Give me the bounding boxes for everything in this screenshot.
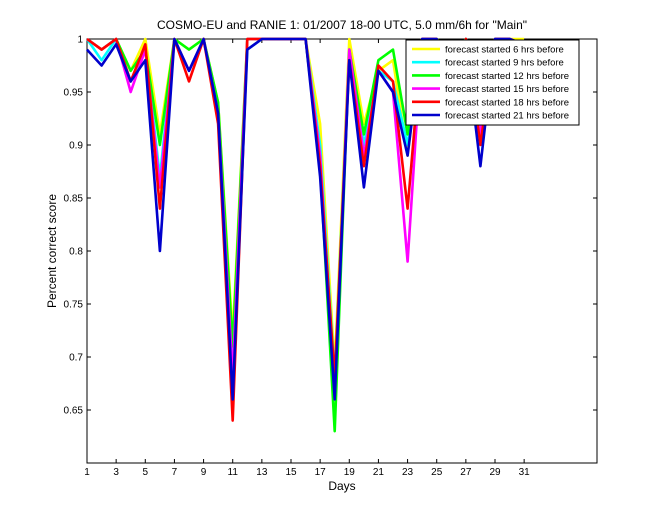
y-tick-label: 0.9 (69, 141, 83, 152)
y-tick-label: 0.8 (69, 247, 83, 258)
x-tick-label: 5 (143, 467, 149, 478)
x-tick-label: 17 (315, 467, 327, 478)
y-tick-label: 0.95 (64, 88, 84, 99)
x-tick-label: 21 (373, 467, 385, 478)
x-tick-label: 29 (489, 467, 501, 478)
legend-box (405, 39, 580, 126)
y-axis: 0.65 0.7 0.75 0.8 0.85 0.9 0.95 1 (64, 35, 597, 417)
x-tick-label: 3 (113, 467, 119, 478)
legend-item-label: forecast started 15 hrs before (445, 84, 569, 95)
legend: forecast started 6 hrs before forecast st… (405, 39, 580, 126)
legend-item-label: forecast started 12 hrs before (445, 71, 569, 82)
x-tick-label: 11 (228, 467, 239, 478)
x-axis-label: Days (328, 479, 355, 493)
x-tick-label: 9 (201, 467, 207, 478)
x-tick-label: 13 (256, 467, 268, 478)
x-tick-label: 27 (460, 467, 472, 478)
x-tick-label: 19 (344, 467, 356, 478)
y-tick-label: 1 (77, 35, 83, 46)
x-axis: 1 3 5 7 9 11 13 15 17 19 21 23 25 27 29 31 (84, 39, 530, 478)
legend-item-label: forecast started 21 hrs before (445, 111, 569, 122)
y-tick-label: 0.85 (64, 194, 84, 205)
y-tick-label: 0.65 (64, 406, 84, 417)
x-tick-label: 25 (431, 467, 443, 478)
chart-title: COSMO-EU and RANIE 1: 01/2007 18-00 UTC,… (157, 18, 527, 32)
y-axis-label: Percent correct score (45, 194, 59, 308)
x-tick-label: 31 (519, 467, 531, 478)
y-tick-label: 0.75 (64, 300, 84, 311)
x-tick-label: 7 (172, 467, 178, 478)
x-tick-label: 1 (84, 467, 90, 478)
legend-item-label: forecast started 6 hrs before (445, 45, 564, 56)
legend-item-label: forecast started 9 hrs before (445, 58, 564, 69)
y-tick-label: 0.7 (69, 353, 83, 364)
x-tick-label: 23 (402, 467, 414, 478)
x-tick-label: 15 (285, 467, 297, 478)
legend-item-label: forecast started 18 hrs before (445, 97, 569, 108)
